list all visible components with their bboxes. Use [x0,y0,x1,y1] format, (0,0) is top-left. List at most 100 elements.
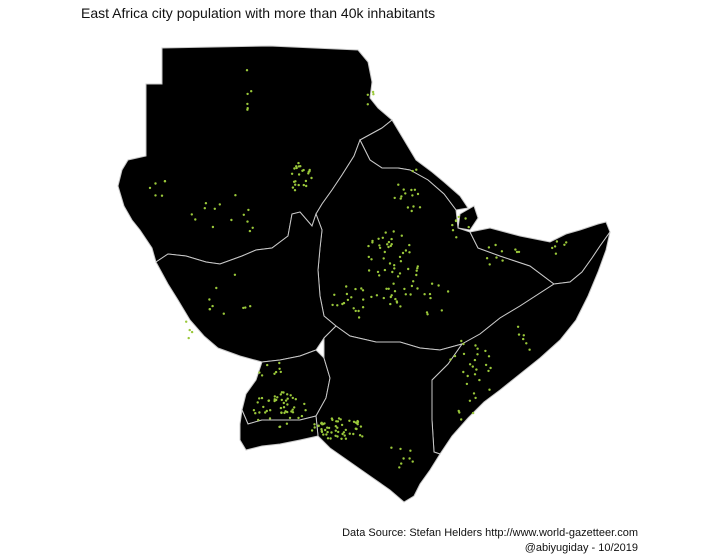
city-dot [395,300,398,303]
city-dot [423,293,426,296]
city-dot [393,290,397,293]
city-dot [474,344,477,347]
city-dot [323,422,326,425]
city-dot [418,206,422,209]
city-dot [403,287,406,291]
city-dot [361,435,364,438]
city-dot [404,249,408,252]
city-dot [326,426,329,429]
city-dot [320,428,323,431]
city-dot [399,305,402,308]
city-dot [297,161,300,165]
city-dot [344,428,347,432]
region-kenya [315,325,464,503]
city-dot [473,373,477,376]
city-dot [304,409,307,412]
city-dot [563,243,566,246]
city-dot [160,194,164,197]
city-dot [208,308,212,311]
city-dot [352,432,355,436]
city-dot [466,374,469,378]
city-dot [451,223,454,227]
city-dot [279,393,282,396]
city-dot [398,466,401,469]
city-dot [416,287,419,290]
city-dot [265,409,268,413]
city-dot [260,396,264,400]
city-dot [246,92,249,96]
city-dot [515,250,519,254]
city-dot [286,393,289,396]
city-dot [370,258,373,261]
city-dot [408,243,411,247]
city-dot [190,330,194,334]
city-dot [257,418,260,422]
city-dot [387,245,390,249]
city-dot [522,334,525,337]
city-dot [367,244,370,248]
city-dot [336,435,339,438]
city-dot [475,368,478,371]
city-dot [307,172,310,175]
city-dot [399,260,403,263]
city-dot [416,267,419,270]
city-dot [398,255,402,259]
city-dot [426,313,429,316]
city-dot [246,102,249,106]
city-dot [411,169,414,173]
city-dot [291,396,294,400]
city-dot [376,270,380,274]
city-dot [453,354,457,358]
city-dot [362,298,365,301]
region-south-sudan [155,211,337,363]
city-dot [437,284,440,287]
city-dot [246,220,249,223]
city-dot [336,420,340,423]
city-dot [290,172,294,175]
city-dot [394,297,397,301]
city-dot [187,336,190,340]
city-dot [278,425,281,429]
city-dot [402,457,405,460]
city-dot [280,411,283,414]
city-dot [400,234,403,237]
city-dot [280,391,284,394]
city-dot [501,259,504,262]
city-dot [154,182,157,185]
city-dot [331,303,334,307]
city-dot [555,240,559,243]
city-dot [464,217,467,220]
city-dot [487,246,491,249]
city-dot [305,184,308,188]
city-dot [262,405,265,409]
city-dot [390,237,393,241]
city-dot [366,103,369,106]
city-dot [465,382,469,386]
city-dot [393,264,396,267]
city-dot [474,396,477,400]
city-dot [409,293,412,296]
city-dot [336,304,339,307]
city-dot [449,358,452,361]
city-dot [528,348,531,351]
city-dot [334,425,337,428]
city-dot [324,428,327,432]
city-dot [334,434,337,437]
city-dot [472,392,476,395]
city-dot [258,371,261,374]
city-dot [329,437,332,440]
city-dot [250,90,253,93]
city-dot [383,268,387,272]
city-dot [284,399,288,402]
caption: Data Source: Stefan Helders http://www.w… [342,526,638,556]
city-dot [399,447,402,451]
city-dot [148,186,152,190]
city-dot [294,180,297,183]
city-dot [484,363,488,367]
city-dot [245,69,249,72]
city-dot [407,267,410,271]
city-dot [354,309,357,313]
city-dot [525,342,528,345]
city-dot [268,417,272,420]
city-dot [416,192,420,196]
